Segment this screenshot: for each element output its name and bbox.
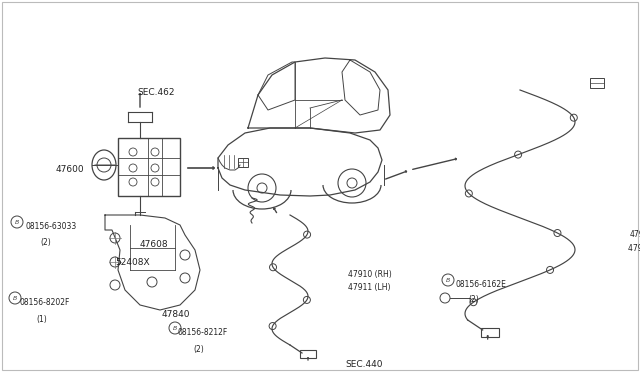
Text: SEC.462: SEC.462 [137,88,175,97]
Circle shape [11,216,23,228]
Text: 47900MA (LH): 47900MA (LH) [628,244,640,253]
Text: 47600: 47600 [56,165,84,174]
Text: 47911 (LH): 47911 (LH) [348,283,390,292]
Bar [118,138,180,196]
Text: (1): (1) [36,315,47,324]
Text: 08156-8202F: 08156-8202F [20,298,70,307]
Text: 08156-6162E: 08156-6162E [455,280,506,289]
Text: B: B [173,326,177,330]
Text: 08156-63033: 08156-63033 [25,222,76,231]
Bar [300,350,316,358]
Text: (2): (2) [40,238,51,247]
Text: 47900M(RH): 47900M(RH) [630,230,640,239]
Text: B: B [15,219,19,224]
Text: SEC.440: SEC.440 [345,360,383,369]
Circle shape [442,274,454,286]
Text: B: B [446,278,450,282]
Circle shape [9,292,21,304]
Bar [481,328,499,337]
Circle shape [169,322,181,334]
Bar [590,78,604,88]
Text: B: B [13,295,17,301]
Text: 08156-8212F: 08156-8212F [178,328,228,337]
Text: 52408X: 52408X [115,258,150,267]
Text: 47840: 47840 [162,310,191,319]
Bar [238,158,248,167]
Text: 47910 (RH): 47910 (RH) [348,270,392,279]
Text: 47608: 47608 [140,240,168,249]
Text: (2): (2) [468,295,479,304]
Text: (2): (2) [193,345,204,354]
